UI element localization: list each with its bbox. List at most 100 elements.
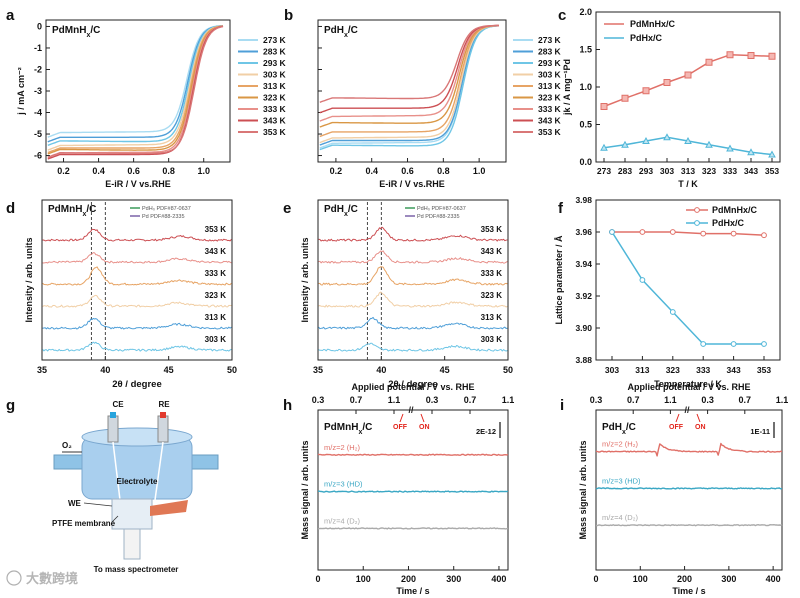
series-293-K xyxy=(47,25,224,146)
panel-letter: i xyxy=(560,397,564,414)
x-tick-label: 0.8 xyxy=(162,166,175,176)
series-353-K xyxy=(47,25,224,158)
trace-label: 333 K xyxy=(481,269,503,278)
x-axis-label: E-iR / V vs.RHE xyxy=(379,179,445,189)
xrd-trace xyxy=(318,291,508,308)
chart-b: 0.2 0.4 0.6 0.8 1.0 E-iR / V vs.RHE 273 K 283 K… xyxy=(317,19,562,189)
signal-label: m/z=3 (HD) xyxy=(324,480,363,489)
axis-break: // xyxy=(684,405,690,415)
series-343-K xyxy=(319,24,499,114)
x-tick-label: 400 xyxy=(766,574,781,584)
y-tick-label: 3.88 xyxy=(575,355,592,365)
trace-label: 353 K xyxy=(481,225,503,234)
panel-sample-label: PdMnHx/C xyxy=(324,422,372,436)
signal-label: m/z=3 (HD) xyxy=(602,476,641,485)
x-axis-label: Temperature / K xyxy=(654,379,722,389)
legend-label: 273 K xyxy=(538,35,562,45)
chart-f: 303 313 323 333 343 353 3.88 3.90 3.92 3.94 3.96 3.… xyxy=(554,195,781,389)
signal-label: m/z=2 (H₂) xyxy=(324,443,361,452)
data-point xyxy=(747,148,755,156)
signal-label: m/z=4 (D₂) xyxy=(602,513,639,522)
signal-trace xyxy=(317,453,509,456)
trace-label: 343 K xyxy=(205,247,227,256)
data-point xyxy=(761,232,767,239)
data-point xyxy=(621,94,629,102)
data-point xyxy=(684,71,692,79)
on-pointer xyxy=(420,413,425,423)
watermark-text: 大數跨境 xyxy=(26,571,78,586)
xrd-trace xyxy=(42,266,232,286)
x-tick-label: 0.2 xyxy=(330,166,343,176)
cell-schematic: CE RE O₂ Electrolyte WE PTFE membrane To mass … xyxy=(52,400,219,574)
on-label: ON xyxy=(419,424,430,431)
chart-a: 0.2 0.4 0.6 0.8 1.0 0 -1 -2 -3 -4 -5 -6 E-iR / V vs.… xyxy=(16,19,287,189)
y-tick-label: 0.0 xyxy=(579,157,592,167)
data-point xyxy=(747,52,755,59)
panel-letter: c xyxy=(558,7,566,24)
series-303-K xyxy=(319,25,499,144)
xrd-trace xyxy=(318,226,508,242)
legend-label: PdHx/C xyxy=(630,33,663,43)
trace-label: 353 K xyxy=(205,225,227,234)
x-tick-label: 0.4 xyxy=(92,166,105,176)
top-tick-label: 1.1 xyxy=(388,395,401,405)
legend-label: 313 K xyxy=(263,81,287,91)
x-tick-label: 273 xyxy=(597,166,611,176)
x-tick-label: 0 xyxy=(593,574,598,584)
x-tick-label: 343 xyxy=(744,166,758,176)
signal-label: m/z=2 (H₂) xyxy=(602,440,639,449)
we-pointer xyxy=(83,502,113,507)
y-tick-label: 3.96 xyxy=(575,227,592,237)
top-axis-label: Applied potential / V vs. RHE xyxy=(351,382,474,392)
series-line xyxy=(611,231,764,345)
x-tick-label: 343 xyxy=(727,365,741,375)
data-point xyxy=(639,229,646,235)
data-point xyxy=(705,58,713,66)
x-tick-label: 353 xyxy=(757,365,771,375)
xrd-trace xyxy=(318,342,508,352)
y-tick-label: 1.0 xyxy=(579,82,592,92)
panel-sample-label: PdMnHx/C xyxy=(52,25,100,39)
y-axis-label: jk / A mg⁻¹Pd xyxy=(562,59,572,116)
cell-top xyxy=(81,427,193,447)
y-tick-label: -2 xyxy=(34,64,42,74)
panel-letter: a xyxy=(6,7,15,24)
trace-label: 313 K xyxy=(481,313,503,322)
x-tick-label: 333 xyxy=(723,166,737,176)
ref-label: Pd PDF#88-2335 xyxy=(142,214,185,220)
x-tick-label: 200 xyxy=(677,574,692,584)
trace-label: 323 K xyxy=(205,291,227,300)
data-point xyxy=(705,140,713,148)
xrd-trace xyxy=(42,317,232,330)
data-point xyxy=(730,341,737,347)
trace-label: 323 K xyxy=(481,291,503,300)
legend-label: 333 K xyxy=(538,104,562,114)
x-tick-label: 283 xyxy=(618,166,632,176)
legend-label: 293 K xyxy=(263,58,287,68)
xrd-trace xyxy=(318,266,508,286)
signal-trace xyxy=(317,527,509,530)
legend-label: 343 K xyxy=(538,116,562,126)
legend-label: 293 K xyxy=(538,58,562,68)
xrd-trace xyxy=(42,294,232,308)
data-point xyxy=(621,140,629,148)
chart-c: 273 283 293 303 313 323 333 343 353 0.0 0.5 1.0 1.5 2… xyxy=(562,7,781,189)
x-axis-label: E-iR / V vs.RHE xyxy=(105,179,171,189)
top-tick-label: 1.1 xyxy=(502,395,515,405)
signal-trace xyxy=(595,442,783,457)
x-tick-label: 100 xyxy=(356,574,371,584)
legend-label: 343 K xyxy=(263,116,287,126)
xrd-trace xyxy=(42,228,232,242)
x-tick-label: 50 xyxy=(503,365,513,375)
re-cap xyxy=(160,412,166,418)
x-axis-label: 2θ / degree xyxy=(388,379,438,390)
xrd-trace xyxy=(42,252,232,264)
series-283-K xyxy=(47,25,224,143)
legend-label: 353 K xyxy=(538,127,562,137)
re-electrode xyxy=(157,415,169,443)
data-point xyxy=(609,229,615,235)
x-tick-label: 35 xyxy=(37,365,47,375)
x-tick-label: 323 xyxy=(702,166,716,176)
scale-label: 1E-11 xyxy=(750,427,770,436)
panel-sample-label: PdMnHx/C xyxy=(48,204,96,218)
